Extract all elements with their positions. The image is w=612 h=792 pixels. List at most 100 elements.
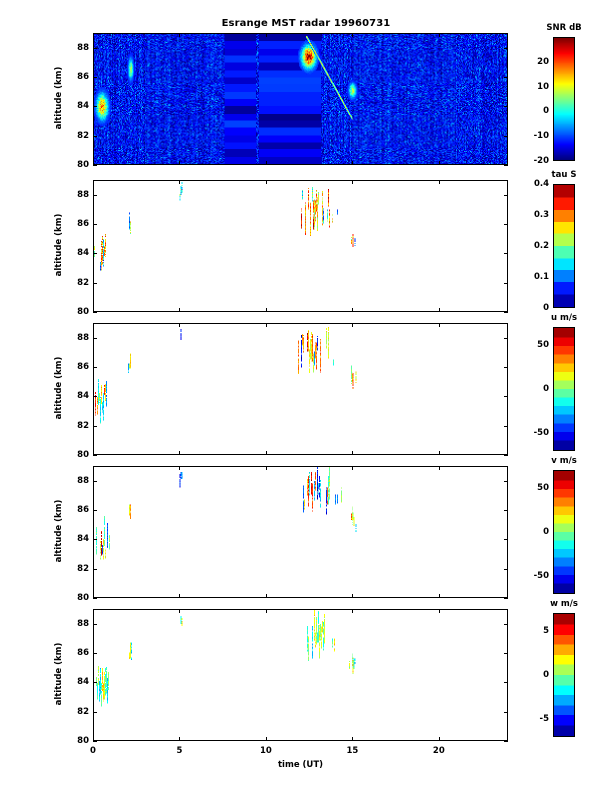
xtick-mark-top (179, 609, 181, 613)
plot-area-u[interactable] (93, 323, 508, 455)
xtick-mark-bottom (352, 594, 354, 598)
ytick-label-u-82: 82 (77, 420, 89, 431)
xtick-mark-top (179, 323, 181, 327)
ytick-mark-right (504, 539, 508, 541)
ytick-label-u-86: 86 (77, 362, 89, 372)
panel-v: 80 82 84 86 88 altitude (km) (54, 466, 508, 603)
xtick-mark-top (352, 323, 354, 327)
ytick-mark-right (504, 510, 508, 511)
xtick-mark-top (438, 323, 440, 327)
ytick-label-v-80: 80 (77, 593, 89, 603)
ytick-mark-right (504, 224, 508, 225)
colorbar-gradient-tau (553, 184, 575, 308)
xtick-mark-top (179, 466, 181, 470)
colorbar-tick-u-2: -50 (533, 428, 549, 439)
ytick-mark-right (504, 598, 508, 599)
ytick-label-v-86: 86 (77, 505, 89, 515)
ytick-label-tau-86: 86 (77, 219, 89, 229)
ytick-label-u-84: 84 (77, 391, 89, 402)
ytick-mark-left (93, 455, 97, 456)
ytick-label-snr-82: 82 (77, 130, 89, 141)
colorbar-tick-tau-1: 0.3 (533, 210, 549, 220)
colorbar-tick-u-0: 50 (537, 339, 549, 350)
ytick-mark-right (504, 106, 508, 108)
y-axis-label-u: altitude (km) (54, 356, 64, 420)
ytick-mark-right (504, 568, 508, 570)
y-axis-label-snr: altitude (km) (54, 66, 64, 130)
ytick-label-snr-84: 84 (77, 101, 89, 112)
xtick-label-20: 20 (432, 746, 445, 756)
colorbar-v: v m/s 50 0 -50 (534, 456, 577, 594)
colorbar-title-v: v m/s (551, 456, 577, 466)
ytick-mark-right (504, 367, 508, 368)
ytick-label-u-80: 80 (77, 450, 89, 460)
ytick-mark-left (93, 598, 97, 599)
y-axis-label-tau: altitude (km) (54, 213, 64, 277)
xtick-mark-bottom (438, 594, 440, 598)
heatmap-snr (94, 34, 507, 164)
xtick-mark-bottom (93, 737, 94, 741)
ytick-label-tau-88: 88 (77, 189, 89, 200)
xtick-mark-top (265, 466, 267, 470)
xtick-mark-bottom (352, 451, 354, 455)
colorbar-gradient-v (553, 470, 575, 594)
colorbar-tick-w-0: 5 (543, 625, 549, 636)
xtick-mark-top (438, 466, 440, 470)
xtick-mark-top (93, 180, 94, 184)
ytick-mark-right (504, 480, 508, 482)
ytick-label-v-88: 88 (77, 475, 89, 486)
xtick-label-0: 0 (90, 746, 96, 756)
colorbar-u: u m/s 50 0 -50 (534, 313, 577, 451)
ytick-mark-right (504, 682, 508, 684)
colorbar-tick-snr-1: 10 (537, 81, 549, 92)
figure-title: Esrange MST radar 19960731 (221, 18, 391, 29)
xtick-mark-bottom (93, 308, 94, 312)
xtick-label-10: 10 (259, 746, 272, 756)
panel-tau: 80 82 84 86 88 altitude (km) (54, 180, 508, 317)
colorbar-title-tau: tau S (551, 170, 577, 180)
ytick-label-w-84: 84 (77, 677, 89, 688)
plot-area-snr[interactable] (93, 33, 508, 165)
xtick-mark-bottom (265, 737, 267, 741)
colorbar-tick-u-1: 0 (543, 384, 549, 394)
xtick-mark-top (179, 33, 181, 37)
xtick-mark-top (265, 323, 267, 327)
colorbar-w: w m/s 5 0 -5 (540, 599, 578, 737)
colorbar-tau: tau S 0.4 0.3 0.2 0.1 0 (534, 170, 577, 313)
ytick-mark-left (93, 253, 97, 255)
ytick-mark-right (504, 425, 508, 427)
xtick-mark-top (265, 180, 267, 184)
xtick-mark-top (352, 180, 354, 184)
ytick-mark-right (504, 77, 508, 78)
ytick-label-tau-80: 80 (77, 307, 89, 317)
colorbar-gradient-snr (553, 37, 575, 161)
plot-area-w[interactable] (93, 609, 508, 741)
xtick-mark-top (265, 609, 267, 613)
xtick-mark-top (93, 323, 94, 327)
ytick-mark-left (93, 653, 97, 654)
ytick-mark-right (504, 253, 508, 255)
plot-area-tau[interactable] (93, 180, 508, 312)
colorbar-title-snr: SNR dB (546, 23, 582, 33)
ytick-mark-left (93, 165, 97, 166)
xtick-mark-top (93, 466, 94, 470)
xtick-mark-bottom (179, 737, 181, 741)
ytick-mark-right (504, 312, 508, 313)
heatmap-v (94, 467, 507, 597)
ytick-mark-left (93, 711, 97, 713)
ytick-mark-right (504, 455, 508, 456)
ytick-label-v-84: 84 (77, 534, 89, 545)
ytick-mark-left (93, 77, 97, 78)
colorbar-tick-tau-0: 0.4 (533, 179, 549, 189)
xtick-mark-top (93, 33, 94, 37)
colorbar-tick-w-1: 0 (543, 670, 549, 680)
xtick-mark-bottom (438, 451, 440, 455)
xtick-mark-bottom (438, 161, 440, 165)
ytick-mark-left (93, 568, 97, 570)
panel-w: 80 82 84 86 88 0 5 10 15 20 altitude (km) (54, 609, 508, 756)
xtick-mark-bottom (352, 737, 354, 741)
plot-area-v[interactable] (93, 466, 508, 598)
ytick-label-u-88: 88 (77, 332, 89, 343)
ytick-mark-right (504, 194, 508, 196)
xtick-mark-top (265, 33, 267, 37)
